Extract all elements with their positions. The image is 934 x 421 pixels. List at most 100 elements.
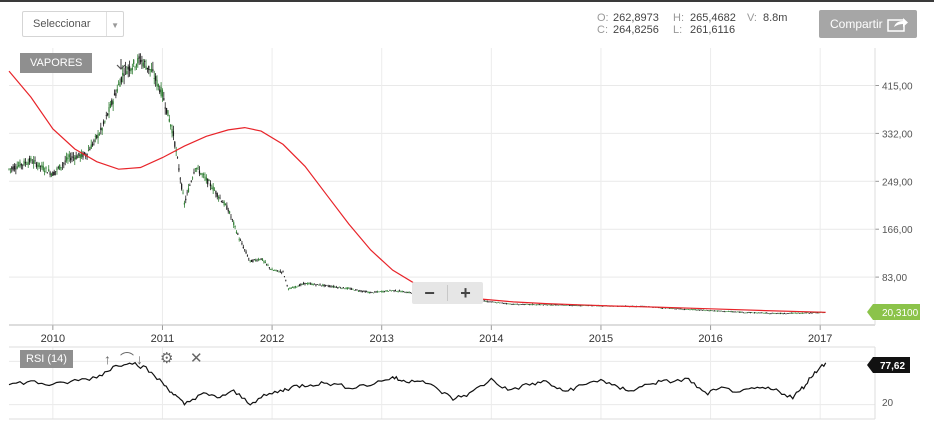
- candle-body: [75, 155, 77, 159]
- candle-body: [30, 158, 32, 161]
- candle-body: [375, 291, 377, 293]
- candle-body: [679, 308, 682, 310]
- rsi-label[interactable]: RSI (14): [20, 350, 73, 368]
- series-select[interactable]: Seleccionar ▼: [22, 11, 124, 37]
- candle-body: [98, 134, 101, 135]
- candle-body: [392, 290, 394, 291]
- candle-body: [777, 313, 779, 314]
- candle-body: [253, 259, 255, 260]
- candle-body: [489, 301, 491, 303]
- candle-body: [697, 309, 699, 311]
- candle-body: [486, 301, 488, 302]
- candle-body: [782, 313, 784, 315]
- candle-body: [182, 192, 184, 194]
- series-label[interactable]: VAPORES: [20, 53, 93, 73]
- candle-body: [329, 285, 331, 287]
- candle-body: [301, 283, 303, 285]
- candle-body: [181, 184, 183, 190]
- candle-body: [524, 304, 527, 305]
- candle-body: [407, 292, 409, 293]
- candle-body: [112, 101, 114, 104]
- candle-body: [160, 86, 162, 96]
- arrow-up-icon[interactable]: ↑: [104, 351, 111, 367]
- select-arrow-box[interactable]: ▼: [106, 12, 123, 36]
- candle-body: [385, 290, 387, 292]
- candle-body: [196, 167, 198, 170]
- candle-body: [71, 156, 73, 158]
- candle-body: [733, 311, 735, 313]
- candle-body: [556, 304, 558, 306]
- candle-body: [22, 164, 24, 166]
- candle-body: [719, 310, 721, 312]
- candle-body: [20, 164, 22, 166]
- candle-body: [219, 197, 221, 199]
- share-button-label: Compartir: [830, 17, 883, 31]
- share-button[interactable]: Compartir: [819, 10, 917, 38]
- candle-body: [70, 157, 72, 161]
- candle-body: [767, 313, 769, 314]
- candle-body: [65, 157, 68, 161]
- candle-body: [662, 308, 664, 309]
- candle-body: [742, 312, 745, 314]
- candle-body: [19, 161, 21, 167]
- candle-body: [657, 307, 660, 309]
- candle-body: [35, 163, 38, 167]
- candle-body: [364, 291, 366, 293]
- ohlc-keys-2: H: L:: [673, 12, 684, 36]
- candle-body: [774, 313, 776, 315]
- candle-body: [400, 291, 402, 293]
- candle-body: [794, 312, 797, 314]
- close-icon[interactable]: ✕: [190, 350, 203, 367]
- candle-body: [553, 304, 555, 306]
- x-tick-label: 2014: [479, 333, 503, 345]
- candle-body: [128, 66, 131, 71]
- candle-body: [208, 180, 210, 181]
- candle-body: [8, 168, 10, 170]
- gear-icon[interactable]: ⚙: [160, 350, 174, 367]
- candle-body: [668, 307, 671, 309]
- candle-body: [45, 167, 47, 169]
- candle-body: [356, 289, 358, 291]
- candle-body: [360, 290, 362, 292]
- candle-body: [693, 309, 695, 311]
- candle-body: [507, 303, 509, 304]
- collapse-icon[interactable]: ⌒: [120, 351, 134, 367]
- y-tick-labels: 415,00 332,00 249,00 166,00 83,00: [882, 82, 913, 285]
- candle-body: [294, 286, 296, 288]
- candle-body: [708, 310, 710, 312]
- candle-body: [745, 312, 747, 314]
- candle-body: [390, 290, 392, 292]
- candle-body: [574, 305, 576, 307]
- candle-body: [133, 59, 135, 65]
- candle-body: [229, 211, 231, 214]
- candle-body: [723, 311, 725, 312]
- arrow-down-icon[interactable]: ↓: [136, 351, 143, 367]
- candle-body: [516, 303, 518, 305]
- y-tick-label: 332,00: [882, 129, 913, 140]
- candle-body: [571, 305, 573, 306]
- candle-body: [137, 58, 139, 64]
- candle-body: [544, 304, 546, 305]
- candle-body: [692, 309, 694, 310]
- candle-body: [202, 174, 205, 176]
- candle-body: [361, 291, 364, 292]
- candle-body: [511, 304, 513, 305]
- ohlc-l-label: L:: [673, 24, 683, 36]
- candle-body: [223, 201, 225, 206]
- candle-body: [398, 290, 401, 292]
- zoom-in-button[interactable]: +: [460, 283, 471, 303]
- candle-body: [370, 292, 372, 294]
- candle-body: [557, 304, 560, 306]
- zoom-out-button[interactable]: −: [424, 283, 435, 303]
- candle-body: [209, 183, 212, 187]
- candle-body: [770, 313, 772, 314]
- candle-body: [186, 192, 188, 194]
- candle-body: [94, 136, 96, 137]
- candle-body: [490, 301, 492, 303]
- candle-body: [242, 246, 244, 249]
- candle-body: [805, 312, 808, 314]
- candle-body: [764, 312, 766, 314]
- chart-grid: [9, 48, 879, 419]
- candle-body: [537, 304, 539, 306]
